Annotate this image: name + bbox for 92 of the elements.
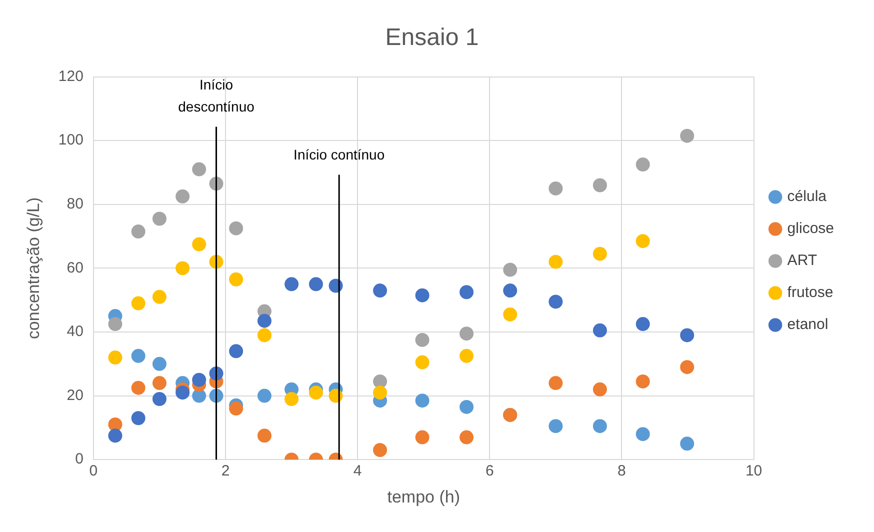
point bbox=[460, 326, 474, 341]
point bbox=[257, 428, 272, 443]
chart-title: Ensaio 1 bbox=[385, 24, 479, 52]
point bbox=[460, 285, 474, 300]
y-tick-label: 60 bbox=[66, 259, 84, 276]
y-tick-label: 120 bbox=[58, 68, 84, 85]
point bbox=[284, 277, 299, 292]
point bbox=[131, 411, 146, 426]
point bbox=[592, 178, 607, 192]
point bbox=[152, 356, 166, 371]
point bbox=[229, 344, 244, 358]
legend-label: frutose bbox=[787, 284, 834, 302]
point bbox=[460, 348, 474, 363]
point bbox=[257, 328, 272, 342]
y-tick-label: 80 bbox=[66, 196, 84, 213]
point bbox=[592, 419, 607, 434]
point bbox=[636, 317, 650, 332]
x-axis-title: tempo (h) bbox=[387, 487, 460, 506]
point bbox=[548, 376, 563, 390]
point bbox=[229, 221, 244, 236]
point bbox=[257, 388, 272, 403]
point bbox=[680, 436, 694, 451]
point bbox=[460, 400, 474, 414]
point bbox=[373, 443, 388, 458]
point bbox=[152, 290, 166, 304]
point bbox=[229, 402, 244, 416]
point bbox=[108, 428, 122, 443]
point bbox=[548, 181, 563, 196]
point bbox=[503, 307, 518, 322]
point bbox=[131, 224, 146, 239]
point bbox=[152, 392, 166, 406]
point bbox=[503, 262, 518, 277]
point bbox=[636, 374, 650, 388]
point bbox=[176, 261, 190, 276]
legend-label: célula bbox=[787, 188, 828, 206]
point bbox=[108, 418, 122, 432]
point bbox=[108, 317, 122, 332]
legend-label: etanol bbox=[787, 316, 828, 334]
point bbox=[373, 284, 388, 298]
point bbox=[592, 246, 607, 261]
point bbox=[308, 386, 323, 400]
legend-label: glicose bbox=[787, 220, 834, 238]
point bbox=[415, 332, 430, 347]
x-tick-label: 2 bbox=[221, 462, 230, 480]
point bbox=[680, 360, 694, 374]
point bbox=[636, 234, 650, 248]
point bbox=[460, 430, 474, 444]
point bbox=[548, 254, 563, 269]
point bbox=[415, 355, 430, 370]
y-tick-label: 20 bbox=[66, 386, 84, 404]
point bbox=[192, 162, 206, 176]
point bbox=[108, 350, 122, 365]
y-axis-title: concentração (g/L) bbox=[24, 197, 43, 340]
point bbox=[131, 296, 146, 310]
point bbox=[592, 323, 607, 338]
point bbox=[176, 386, 190, 400]
x-tick-label: 4 bbox=[353, 462, 362, 480]
point bbox=[636, 427, 650, 442]
x-tick-label: 8 bbox=[618, 462, 626, 480]
y-tick-label: 100 bbox=[58, 132, 84, 149]
point bbox=[373, 374, 388, 388]
point bbox=[592, 382, 607, 396]
point bbox=[284, 392, 299, 406]
x-tick-label: 0 bbox=[89, 462, 98, 480]
point bbox=[229, 272, 244, 286]
point bbox=[152, 376, 166, 390]
point bbox=[176, 189, 190, 204]
point bbox=[152, 212, 166, 226]
point bbox=[503, 284, 518, 298]
point bbox=[680, 328, 694, 342]
point bbox=[373, 386, 388, 400]
point bbox=[257, 314, 272, 328]
point bbox=[680, 128, 694, 143]
x-tick-label: 10 bbox=[745, 462, 762, 480]
point bbox=[548, 419, 563, 434]
point bbox=[192, 388, 206, 403]
point bbox=[415, 288, 430, 302]
y-tick-label: 40 bbox=[66, 323, 84, 340]
legend-label: ART bbox=[787, 252, 818, 270]
point bbox=[636, 158, 650, 172]
point bbox=[308, 277, 323, 292]
ref-line-label: Início contínuo bbox=[294, 146, 385, 163]
point bbox=[131, 380, 146, 395]
x-tick-label: 6 bbox=[485, 462, 494, 480]
point bbox=[192, 372, 206, 387]
point bbox=[192, 237, 206, 252]
ref-line-label: Início descontínuo bbox=[178, 76, 255, 115]
point bbox=[131, 348, 146, 363]
point bbox=[415, 394, 430, 408]
point bbox=[548, 294, 563, 309]
point bbox=[415, 430, 430, 444]
y-tick-label: 0 bbox=[75, 450, 84, 468]
